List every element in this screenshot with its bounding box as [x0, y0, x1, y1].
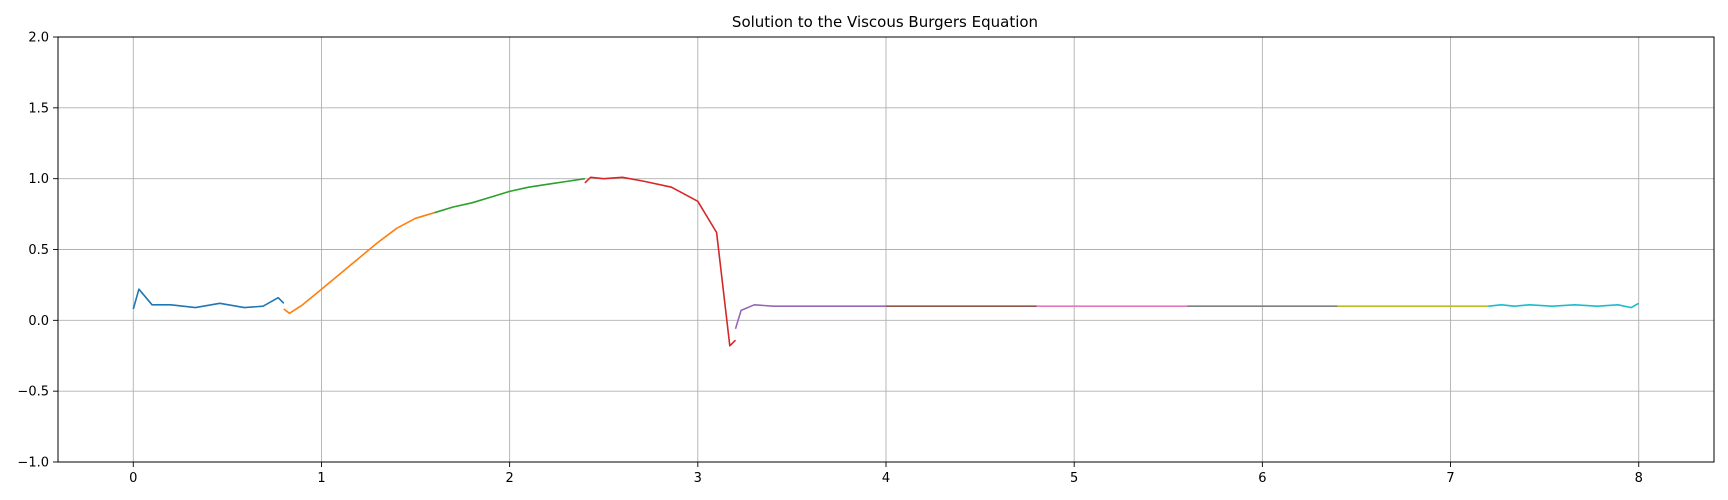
y-tick-label: 1.5	[28, 101, 49, 116]
series-lines	[132, 176, 1640, 347]
x-tick-label: 8	[1635, 471, 1643, 486]
grid-lines	[58, 36, 1714, 463]
x-tick-label: 4	[882, 471, 890, 486]
y-axis-ticks: −1.0 −0.5 0.0 0.5 1.0 1.5 2.0	[17, 31, 58, 471]
x-tick-label: 0	[129, 471, 137, 486]
y-tick-label: 2.0	[28, 31, 49, 46]
x-tick-label: 6	[1258, 471, 1266, 486]
x-tick-label: 5	[1070, 471, 1078, 486]
chart-title: Solution to the Viscous Burgers Equation	[732, 13, 1038, 31]
series-line-5	[734, 303, 886, 330]
x-tick-label: 7	[1446, 471, 1454, 486]
y-tick-label: −0.5	[17, 385, 49, 400]
y-tick-label: 1.0	[28, 172, 49, 187]
y-tick-label: −1.0	[17, 456, 49, 471]
x-tick-label: 1	[317, 471, 325, 486]
x-tick-label: 3	[694, 471, 702, 486]
y-tick-label: 0.0	[28, 314, 49, 329]
series-line-2	[283, 211, 435, 315]
x-tick-label: 2	[505, 471, 513, 486]
series-line-10	[1488, 302, 1640, 309]
series-line-1	[132, 288, 285, 310]
series-line-4	[584, 176, 737, 347]
y-tick-label: 0.5	[28, 243, 49, 258]
x-axis-ticks: 0 1 2 3 4 5 6 7 8	[129, 462, 1643, 486]
series-line-3	[434, 177, 586, 214]
